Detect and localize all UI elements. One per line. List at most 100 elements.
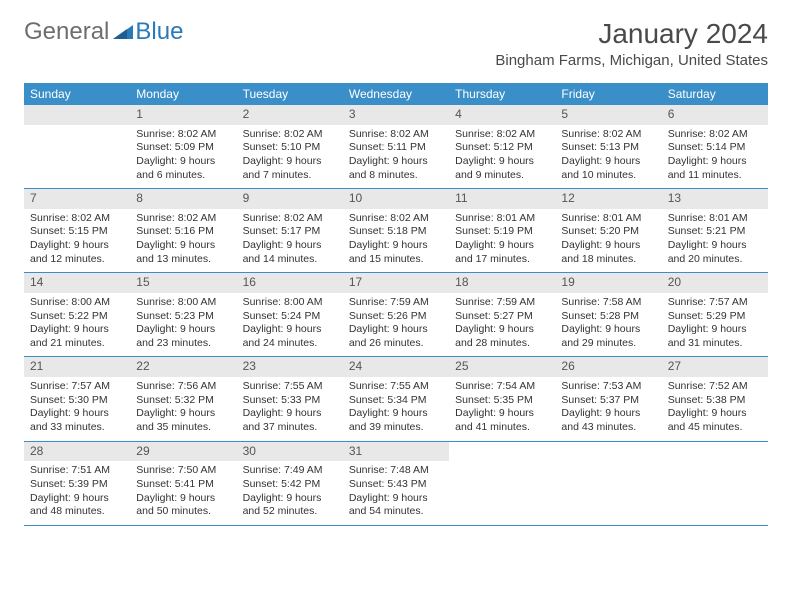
day-info-line: Sunset: 5:30 PM [30, 394, 124, 408]
day-number: 9 [237, 189, 343, 209]
day-number: 27 [662, 357, 768, 377]
day-info-line: Sunrise: 7:56 AM [136, 380, 230, 394]
day-info-line: Sunrise: 8:02 AM [349, 212, 443, 226]
day-cell: 16Sunrise: 8:00 AMSunset: 5:24 PMDayligh… [237, 273, 343, 356]
day-info-line: Sunrise: 7:48 AM [349, 464, 443, 478]
day-content: Sunrise: 8:00 AMSunset: 5:23 PMDaylight:… [130, 293, 236, 357]
day-header: Saturday [662, 83, 768, 105]
day-number: 2 [237, 105, 343, 125]
location-text: Bingham Farms, Michigan, United States [495, 52, 768, 69]
day-info-line: Sunrise: 7:59 AM [349, 296, 443, 310]
day-cell [24, 105, 130, 188]
day-info-line: Daylight: 9 hours [136, 239, 230, 253]
day-info-line: Daylight: 9 hours [561, 407, 655, 421]
day-info-line: Sunrise: 8:02 AM [136, 128, 230, 142]
day-info-line: Daylight: 9 hours [243, 492, 337, 506]
day-info-line: Daylight: 9 hours [136, 323, 230, 337]
day-info-line: and 6 minutes. [136, 169, 230, 183]
day-info-line: and 24 minutes. [243, 337, 337, 351]
day-info-line: Daylight: 9 hours [243, 239, 337, 253]
day-info-line: Sunrise: 7:49 AM [243, 464, 337, 478]
day-number: 29 [130, 442, 236, 462]
day-content: Sunrise: 7:48 AMSunset: 5:43 PMDaylight:… [343, 461, 449, 525]
day-content: Sunrise: 8:02 AMSunset: 5:09 PMDaylight:… [130, 125, 236, 189]
day-content: Sunrise: 8:02 AMSunset: 5:15 PMDaylight:… [24, 209, 130, 273]
day-cell: 5Sunrise: 8:02 AMSunset: 5:13 PMDaylight… [555, 105, 661, 188]
day-cell: 29Sunrise: 7:50 AMSunset: 5:41 PMDayligh… [130, 442, 236, 525]
day-info-line: Daylight: 9 hours [455, 155, 549, 169]
day-info-line: Daylight: 9 hours [243, 323, 337, 337]
day-cell: 28Sunrise: 7:51 AMSunset: 5:39 PMDayligh… [24, 442, 130, 525]
day-content: Sunrise: 7:59 AMSunset: 5:27 PMDaylight:… [449, 293, 555, 357]
day-cell [662, 442, 768, 525]
day-info-line: Daylight: 9 hours [136, 407, 230, 421]
day-info-line: Sunset: 5:38 PM [668, 394, 762, 408]
calendar: SundayMondayTuesdayWednesdayThursdayFrid… [24, 83, 768, 526]
day-number: 30 [237, 442, 343, 462]
day-content: Sunrise: 7:57 AMSunset: 5:29 PMDaylight:… [662, 293, 768, 357]
day-info-line: Sunrise: 7:51 AM [30, 464, 124, 478]
day-info-line: Daylight: 9 hours [455, 407, 549, 421]
day-info-line: Sunrise: 8:02 AM [243, 128, 337, 142]
day-cell: 12Sunrise: 8:01 AMSunset: 5:20 PMDayligh… [555, 189, 661, 272]
day-number: 12 [555, 189, 661, 209]
day-header: Wednesday [343, 83, 449, 105]
day-content: Sunrise: 7:55 AMSunset: 5:33 PMDaylight:… [237, 377, 343, 441]
day-number: 5 [555, 105, 661, 125]
day-info-line: Daylight: 9 hours [349, 239, 443, 253]
day-info-line: Sunset: 5:17 PM [243, 225, 337, 239]
day-number: 21 [24, 357, 130, 377]
day-info-line: Daylight: 9 hours [136, 492, 230, 506]
day-info-line: Sunset: 5:23 PM [136, 310, 230, 324]
day-info-line: Sunset: 5:14 PM [668, 141, 762, 155]
day-info-line: Daylight: 9 hours [349, 323, 443, 337]
day-info-line: Sunrise: 8:01 AM [561, 212, 655, 226]
day-number: 8 [130, 189, 236, 209]
day-info-line: Sunrise: 8:02 AM [243, 212, 337, 226]
day-info-line: and 28 minutes. [455, 337, 549, 351]
day-content: Sunrise: 7:52 AMSunset: 5:38 PMDaylight:… [662, 377, 768, 441]
day-info-line: Sunrise: 8:01 AM [455, 212, 549, 226]
day-info-line: Sunset: 5:13 PM [561, 141, 655, 155]
day-info-line: Sunset: 5:32 PM [136, 394, 230, 408]
day-info-line: and 37 minutes. [243, 421, 337, 435]
day-cell: 1Sunrise: 8:02 AMSunset: 5:09 PMDaylight… [130, 105, 236, 188]
day-info-line: and 45 minutes. [668, 421, 762, 435]
logo-text-general: General [24, 18, 109, 46]
day-number: 16 [237, 273, 343, 293]
day-info-line: Sunset: 5:18 PM [349, 225, 443, 239]
day-info-line: Sunrise: 8:00 AM [243, 296, 337, 310]
day-info-line: Daylight: 9 hours [243, 407, 337, 421]
day-info-line: Daylight: 9 hours [668, 239, 762, 253]
day-content: Sunrise: 7:49 AMSunset: 5:42 PMDaylight:… [237, 461, 343, 525]
day-info-line: and 15 minutes. [349, 253, 443, 267]
day-info-line: Daylight: 9 hours [349, 155, 443, 169]
day-content: Sunrise: 7:55 AMSunset: 5:34 PMDaylight:… [343, 377, 449, 441]
day-number: 4 [449, 105, 555, 125]
month-title: January 2024 [495, 18, 768, 50]
day-info-line: Sunrise: 8:02 AM [668, 128, 762, 142]
day-cell: 15Sunrise: 8:00 AMSunset: 5:23 PMDayligh… [130, 273, 236, 356]
day-info-line: Sunset: 5:16 PM [136, 225, 230, 239]
day-cell: 23Sunrise: 7:55 AMSunset: 5:33 PMDayligh… [237, 357, 343, 440]
day-number: 14 [24, 273, 130, 293]
day-content: Sunrise: 8:02 AMSunset: 5:17 PMDaylight:… [237, 209, 343, 273]
day-number: 10 [343, 189, 449, 209]
day-info-line: and 26 minutes. [349, 337, 443, 351]
day-info-line: Daylight: 9 hours [668, 407, 762, 421]
day-number: 17 [343, 273, 449, 293]
day-info-line: and 31 minutes. [668, 337, 762, 351]
day-content: Sunrise: 8:00 AMSunset: 5:22 PMDaylight:… [24, 293, 130, 357]
day-info-line: Sunrise: 8:01 AM [668, 212, 762, 226]
week-row: 14Sunrise: 8:00 AMSunset: 5:22 PMDayligh… [24, 273, 768, 357]
day-info-line: Sunrise: 7:55 AM [349, 380, 443, 394]
day-info-line: and 17 minutes. [455, 253, 549, 267]
day-number: 6 [662, 105, 768, 125]
day-cell [555, 442, 661, 525]
logo: General Blue [24, 18, 183, 46]
day-info-line: Daylight: 9 hours [668, 323, 762, 337]
day-cell: 25Sunrise: 7:54 AMSunset: 5:35 PMDayligh… [449, 357, 555, 440]
day-cell: 18Sunrise: 7:59 AMSunset: 5:27 PMDayligh… [449, 273, 555, 356]
day-info-line: Daylight: 9 hours [455, 323, 549, 337]
day-info-line: Sunset: 5:20 PM [561, 225, 655, 239]
